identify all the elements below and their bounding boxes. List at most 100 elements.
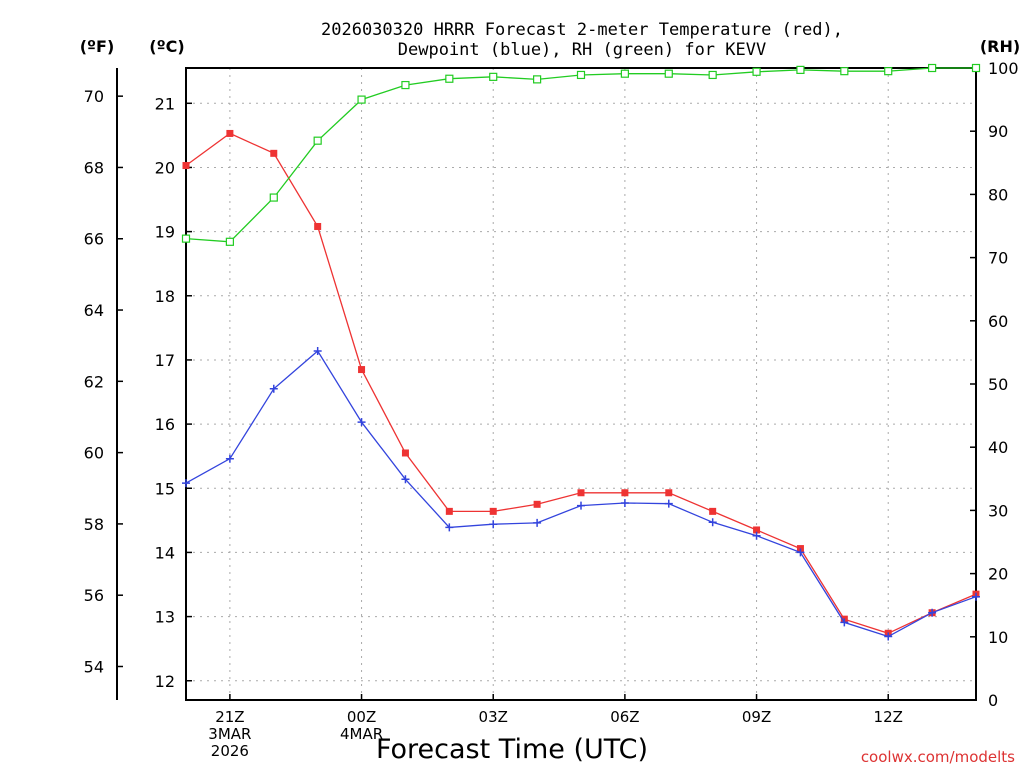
fahrenheit-tick-label: 66: [84, 230, 104, 249]
rh-point: [489, 72, 498, 81]
rh-point: [225, 237, 234, 246]
celsius-tick-label: 20: [155, 158, 175, 177]
rh-tick-label: 0: [988, 691, 998, 710]
dewpoint-point: [225, 454, 234, 463]
rh-tick-label: 20: [988, 565, 1008, 584]
temperature-point: [270, 149, 278, 157]
rh-point: [401, 80, 410, 90]
rh-tick-label: 80: [988, 185, 1008, 204]
rh-point: [752, 67, 761, 76]
fahrenheit-tick-label: 56: [84, 586, 104, 605]
celsius-tick-label: 15: [155, 479, 175, 498]
dewpoint-point: [928, 608, 937, 617]
x-tick-label: 4MAR: [340, 725, 383, 743]
dewpoint-point: [313, 346, 322, 355]
temperature-point: [621, 489, 629, 497]
rh-tick-label: 100: [988, 59, 1019, 78]
celsius-tick-label: 17: [155, 351, 175, 370]
dewpoint-point: [269, 384, 278, 393]
x-tick-label: 2026: [211, 742, 249, 760]
temperature-point: [401, 449, 409, 457]
celsius-tick-label: 12: [155, 672, 175, 691]
rh-point: [708, 70, 717, 80]
dewpoint-point: [182, 479, 190, 488]
dewpoint-point: [533, 518, 542, 527]
rh-point: [181, 234, 191, 243]
x-tick-label: 03Z: [479, 708, 508, 726]
rh-tick-label: 40: [988, 438, 1008, 457]
rh-tick-label: 50: [988, 375, 1008, 394]
rh-point: [796, 65, 805, 74]
rh-point: [664, 69, 673, 78]
dewpoint-point: [752, 531, 761, 540]
rh-point: [620, 69, 629, 78]
temperature-point: [314, 222, 322, 230]
temperature-point: [226, 129, 234, 137]
rh-point: [445, 74, 454, 83]
plot-frame: [185, 67, 977, 701]
x-tick-label: 3MAR: [208, 725, 251, 743]
celsius-axis-ticks: 12 13 14 15 16 17 18 19 20 21: [155, 94, 192, 691]
temperature-point: [445, 507, 453, 515]
fahrenheit-tick-label: 64: [84, 301, 104, 320]
dewpoint-point: [620, 499, 629, 508]
fahrenheit-tick-label: 70: [84, 87, 104, 106]
dewpoint-point: [357, 418, 366, 427]
celsius-tick-label: 18: [155, 287, 175, 306]
rh-point: [357, 95, 366, 104]
temperature-point: [753, 526, 761, 534]
x-tick-label: 09Z: [742, 708, 771, 726]
temperature-point: [358, 366, 366, 374]
rh-point: [884, 67, 893, 76]
temperature-line: [185, 132, 977, 634]
fahrenheit-axis-ticks: 54 56 58 60 62 64 66 68 70: [84, 87, 123, 676]
rh-tick-label: 10: [988, 628, 1008, 647]
rh-tick-label: 30: [988, 501, 1008, 520]
fahrenheit-tick-label: 68: [84, 158, 104, 177]
dewpoint-point: [840, 618, 849, 627]
rh-tick-label: 90: [988, 122, 1008, 141]
chart-title: 2026030320 HRRR Forecast 2-meter Tempera…: [321, 20, 843, 60]
temperature-point: [665, 489, 673, 497]
temperature-point: [709, 507, 717, 515]
celsius-tick-label: 16: [155, 415, 175, 434]
rh-line: [185, 67, 976, 243]
rh-point: [269, 193, 278, 202]
dewpoint-point: [796, 548, 805, 557]
celsius-tick-label: 21: [155, 94, 175, 113]
data-series: [181, 63, 981, 641]
celsius-tick-label: 13: [155, 608, 175, 627]
x-tick-label: 12Z: [874, 708, 903, 726]
x-axis-label: Forecast Time (UTC): [376, 734, 648, 765]
temperature-point: [489, 507, 497, 515]
rh-axis-label: (RH): [980, 37, 1020, 56]
dewpoint-point: [884, 632, 893, 641]
rh-point: [313, 136, 322, 145]
dewpoint-point: [401, 475, 410, 484]
rh-point: [533, 75, 542, 84]
credit-link[interactable]: coolwx.com/modelts: [861, 748, 1015, 766]
chart-title-line-2: Dewpoint (blue), RH (green) for KEVV: [398, 40, 766, 60]
rh-point: [928, 63, 937, 73]
dewpoint-point: [489, 520, 498, 529]
x-tick-label: 21Z: [215, 708, 244, 726]
x-tick-label: 06Z: [610, 708, 639, 726]
temperature-point: [533, 500, 541, 508]
chart-title-line-1: 2026030320 HRRR Forecast 2-meter Tempera…: [321, 20, 843, 40]
temperature-point: [577, 489, 585, 497]
rh-axis-ticks: 0 10 20 30 40 50 60 70 80 90 100: [970, 59, 1019, 710]
temperature-point: [182, 162, 190, 170]
fahrenheit-tick-label: 60: [84, 444, 104, 463]
celsius-axis-label: (ºC): [149, 37, 184, 56]
fahrenheit-axis-label: (ºF): [80, 37, 115, 56]
fahrenheit-tick-label: 54: [84, 657, 104, 676]
fahrenheit-tick-label: 62: [84, 372, 104, 391]
fahrenheit-tick-label: 58: [84, 515, 104, 534]
dewpoint-point: [708, 518, 717, 527]
rh-point: [971, 63, 981, 73]
rh-point: [576, 70, 586, 80]
rh-tick-label: 60: [988, 312, 1008, 331]
rh-tick-label: 70: [988, 249, 1008, 268]
dewpoint-point: [664, 499, 673, 508]
